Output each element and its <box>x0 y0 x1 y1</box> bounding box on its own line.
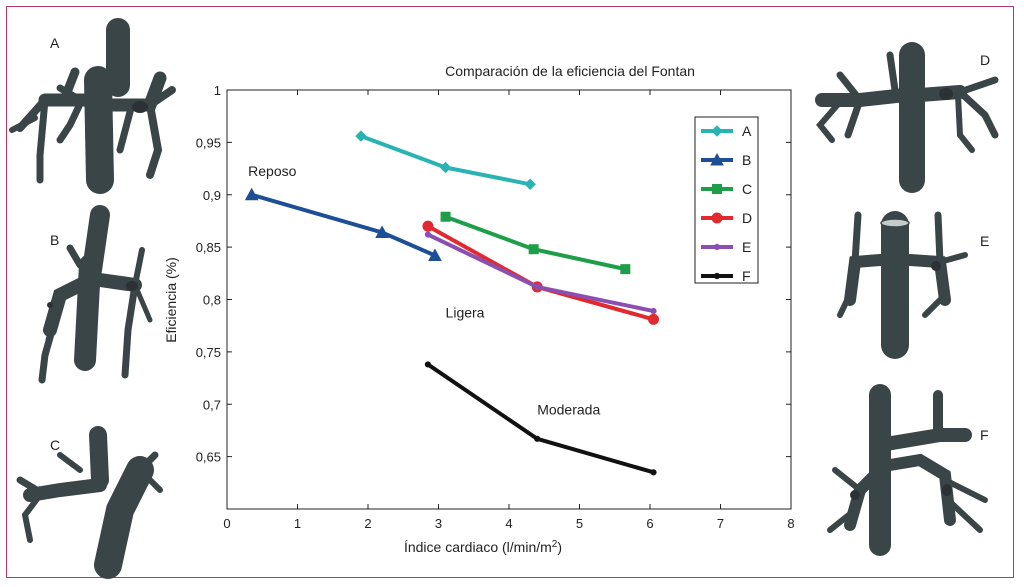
series-b-line <box>249 192 437 258</box>
legend-marker <box>711 125 723 137</box>
x-axis-label: Índice cardiaco (l/min/m2) <box>404 539 562 556</box>
series-c <box>440 211 631 275</box>
vessel-model-b <box>38 205 153 384</box>
series-layer <box>244 130 660 476</box>
x-tick-label: 1 <box>294 516 301 531</box>
legend-label: B <box>742 152 751 168</box>
legend-item-e: E <box>701 239 751 255</box>
legend-marker <box>713 243 721 251</box>
series-f-point <box>534 435 541 442</box>
y-tick-label: 0,85 <box>196 240 221 255</box>
series-b-point <box>244 187 259 201</box>
legend-label: C <box>742 181 752 197</box>
series-e-point <box>424 231 432 238</box>
y-tick-label: 1 <box>214 83 221 98</box>
x-tick-label: 4 <box>505 516 512 531</box>
y-tick-label: 0,65 <box>196 450 221 465</box>
series-a-line <box>358 134 533 187</box>
series-a-point <box>439 161 452 174</box>
series-e-point <box>534 283 541 291</box>
y-tick-label: 0,75 <box>196 345 221 360</box>
axis-ticks: 0 1 2 3 4 5 6 7 8 0,65 0,7 0,75 0,8 0,85 0,9 0,95 1 <box>196 83 795 531</box>
series-c-line <box>443 214 628 272</box>
vessel-model-a <box>9 18 176 194</box>
legend-marker <box>711 212 723 224</box>
vessel-model-d <box>815 42 999 193</box>
annotation-moderada: Moderada <box>537 402 600 418</box>
series-d-point <box>648 313 660 325</box>
legend-marker <box>712 184 722 194</box>
panel-label-a: A <box>50 35 60 51</box>
vessel-model-e <box>837 211 968 359</box>
x-tick-label: 0 <box>223 516 230 531</box>
legend-box <box>694 116 759 284</box>
series-a <box>355 130 536 190</box>
x-tick-label: 7 <box>717 516 724 531</box>
series-f-point <box>650 469 657 476</box>
panel-label-b: B <box>50 232 59 248</box>
legend-item-c: C <box>701 181 752 197</box>
annotations: Reposo Ligera Moderada <box>248 163 600 418</box>
y-tick-label: 0,7 <box>203 397 221 412</box>
x-tick-label: 8 <box>787 516 794 531</box>
series-c-point <box>528 244 539 255</box>
series-e-point <box>650 307 657 315</box>
legend-marker <box>710 152 724 166</box>
series-b-point <box>375 225 389 238</box>
series-b <box>244 187 442 262</box>
panel-label-c: C <box>50 437 60 453</box>
series-a-point <box>355 130 367 142</box>
legend-item-f: F <box>701 268 751 284</box>
panel-label-f: F <box>980 427 989 443</box>
legend-label: D <box>742 210 752 226</box>
legend-label: A <box>742 123 752 139</box>
panel-label-e: E <box>980 233 989 249</box>
series-c-point <box>620 264 631 275</box>
annotation-ligera: Ligera <box>446 304 485 320</box>
panel-label-d: D <box>980 52 990 68</box>
legend-item-b: B <box>701 152 751 168</box>
legend-item-d: D <box>701 210 752 226</box>
y-tick-label: 0,9 <box>203 188 221 203</box>
x-tick-label: 5 <box>576 516 583 531</box>
vessel-model-f <box>827 384 988 556</box>
x-tick-label: 2 <box>364 516 371 531</box>
series-f <box>424 361 657 476</box>
series-e <box>424 231 657 315</box>
legend-label: E <box>742 239 751 255</box>
annotation-reposo: Reposo <box>248 163 296 179</box>
legend-item-a: A <box>701 123 752 139</box>
legend-label: F <box>742 268 751 284</box>
y-axis-label: Eficiencia (%) <box>163 257 179 343</box>
series-f-line <box>425 362 656 475</box>
series-a-point <box>524 178 536 190</box>
vessel-model-c <box>16 426 163 579</box>
x-tick-label: 3 <box>435 516 442 531</box>
legend-marker <box>713 272 721 280</box>
chart-title: Comparación de la eficiencia del Fontan <box>445 63 695 79</box>
series-f-point <box>424 361 432 368</box>
y-tick-label: 0,95 <box>196 135 221 150</box>
x-tick-label: 6 <box>646 516 653 531</box>
y-tick-label: 0,8 <box>203 293 221 308</box>
series-d-point <box>422 220 434 232</box>
series-b-point <box>428 248 442 262</box>
efficiency-chart: Comparación de la eficiencia del Fontan … <box>163 63 795 555</box>
series-c-point <box>440 211 451 222</box>
